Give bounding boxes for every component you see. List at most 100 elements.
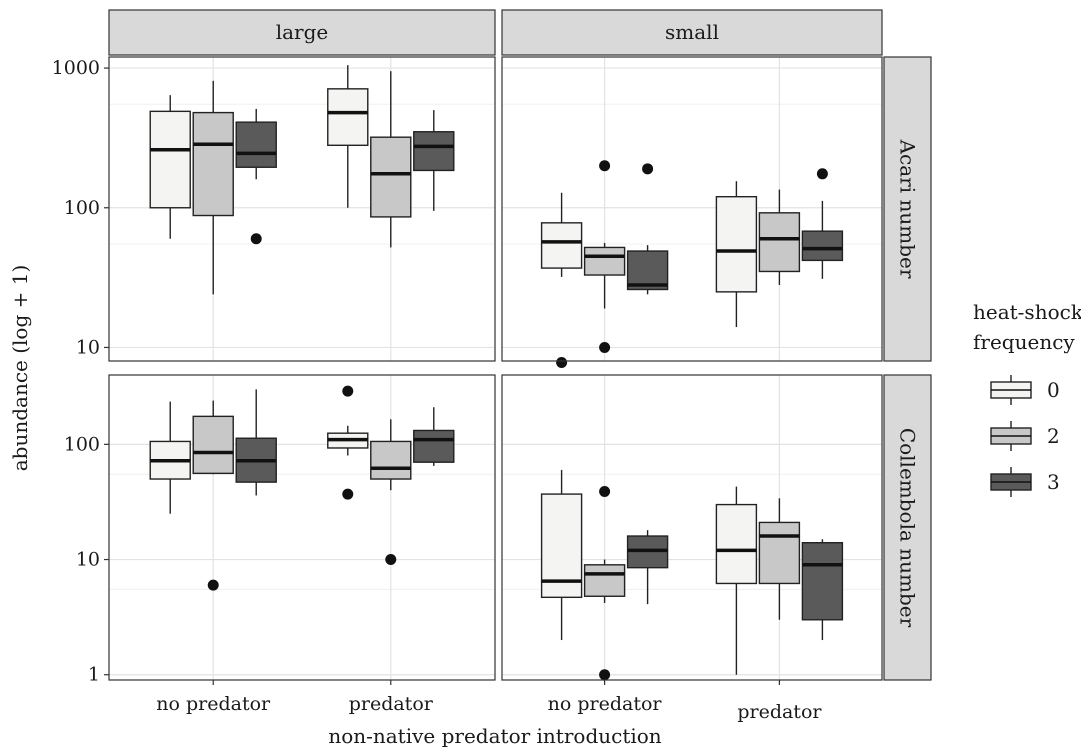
panels-layer	[108, 56, 883, 681]
legend-label: 3	[1047, 470, 1060, 494]
strip-label-acari-number: Acari number	[896, 139, 920, 279]
box-predator-freq-2	[370, 419, 412, 566]
box-no-predator-freq-2	[192, 400, 234, 591]
panel-background	[109, 57, 495, 361]
box-body	[327, 88, 369, 146]
panel-border	[108, 374, 496, 681]
box-no-predator-freq-0	[149, 401, 191, 514]
panel-large-0	[108, 56, 496, 362]
box-body	[626, 250, 669, 291]
y-tick-label: 100	[64, 433, 100, 455]
box-predator-freq-3	[801, 539, 844, 641]
box-body	[370, 136, 412, 218]
box-predator-freq-0	[715, 486, 758, 675]
x-tick-label: no predator	[548, 693, 663, 715]
outlier-point	[342, 488, 354, 500]
box-predator-freq-3	[413, 110, 455, 211]
box-no-predator-freq-0	[540, 192, 583, 369]
box-no-predator-freq-0	[540, 469, 583, 641]
strip-small	[501, 9, 883, 56]
outlier-point	[599, 485, 611, 497]
box-body	[801, 230, 844, 262]
box-no-predator-freq-3	[626, 530, 669, 605]
box-body	[413, 429, 455, 463]
x-tick-label: no predator	[156, 693, 271, 715]
legend: heat-shock frequency 0 2 3	[973, 300, 1081, 497]
outlier-point	[642, 163, 654, 175]
box-predator-freq-2	[758, 498, 801, 620]
strip-label-collembola-number: Collembola number	[896, 428, 920, 628]
legend-key-3: 3	[990, 467, 1060, 497]
box-body	[715, 196, 758, 293]
legend-title-line2: frequency	[973, 330, 1075, 354]
x-tick-label: predator	[737, 701, 822, 723]
x-tick-label: predator	[349, 693, 434, 715]
box-no-predator-freq-2	[192, 80, 234, 295]
outlier-point	[250, 233, 262, 245]
box-no-predator-freq-3	[235, 389, 277, 496]
y-axis-title: abundance (log + 1)	[8, 265, 32, 472]
box-predator-freq-3	[801, 168, 844, 279]
box-body	[583, 564, 626, 597]
box-no-predator-freq-2	[583, 485, 626, 681]
outlier-point	[207, 579, 219, 591]
outlier-point	[556, 357, 568, 369]
facet-strips: large small Acari number Collembola number	[108, 9, 932, 681]
legend-label: 0	[1047, 378, 1060, 402]
legend-key-0: 0	[990, 375, 1060, 405]
box-body	[235, 121, 277, 168]
legend-key-2: 2	[990, 421, 1060, 451]
outlier-point	[599, 341, 611, 353]
y-tick-label: 10	[76, 336, 100, 358]
box-body	[583, 246, 626, 276]
strip-acari-number	[883, 56, 932, 362]
strip-large	[108, 9, 496, 56]
box-predator-freq-0	[715, 181, 758, 328]
x-axis-title: non-native predator introduction	[328, 724, 661, 748]
box-no-predator-freq-3	[235, 108, 277, 245]
panel-large-1	[108, 374, 496, 681]
axes-layer: 10 100 1000 1 10 100 no predator predator no pre…	[52, 57, 823, 723]
box-predator-freq-0	[327, 65, 369, 208]
box-body	[370, 440, 412, 480]
legend-label: 2	[1047, 424, 1060, 448]
legend-keys: 0 2 3	[990, 375, 1060, 497]
box-no-predator-freq-3	[626, 163, 669, 295]
y-tick-label: 1	[88, 664, 100, 686]
box-body	[192, 415, 234, 475]
outlier-point	[342, 385, 354, 397]
box-body	[715, 503, 758, 585]
y-tick-label: 10	[76, 549, 100, 571]
box-body	[149, 110, 191, 209]
outlier-point	[599, 669, 611, 681]
strip-collembola-number	[883, 374, 932, 681]
panel-background	[502, 57, 882, 361]
box-no-predator-freq-0	[149, 95, 191, 239]
outlier-point	[816, 168, 828, 180]
outlier-point	[599, 160, 611, 172]
panel-background	[109, 375, 495, 680]
box-predator-freq-2	[758, 189, 801, 285]
box-body	[192, 111, 234, 217]
box-body	[540, 222, 583, 269]
panel-border	[501, 374, 883, 681]
outlier-point	[385, 554, 397, 566]
panel-small-1	[501, 374, 883, 681]
box-body	[758, 212, 801, 273]
panel-small-0	[501, 56, 883, 369]
box-no-predator-freq-2	[583, 160, 626, 353]
box-body	[758, 521, 801, 585]
box-body	[801, 542, 844, 621]
strip-label-small: small	[665, 20, 719, 44]
y-tick-label: 1000	[52, 57, 100, 79]
strip-label-large: large	[276, 20, 329, 44]
y-tick-label: 100	[64, 197, 100, 219]
panel-border	[501, 56, 883, 362]
panel-border	[108, 56, 496, 362]
box-predator-freq-3	[413, 407, 455, 466]
box-predator-freq-0	[327, 385, 369, 500]
box-body	[413, 131, 455, 172]
legend-title-line1: heat-shock	[973, 300, 1081, 324]
box-predator-freq-2	[370, 71, 412, 248]
